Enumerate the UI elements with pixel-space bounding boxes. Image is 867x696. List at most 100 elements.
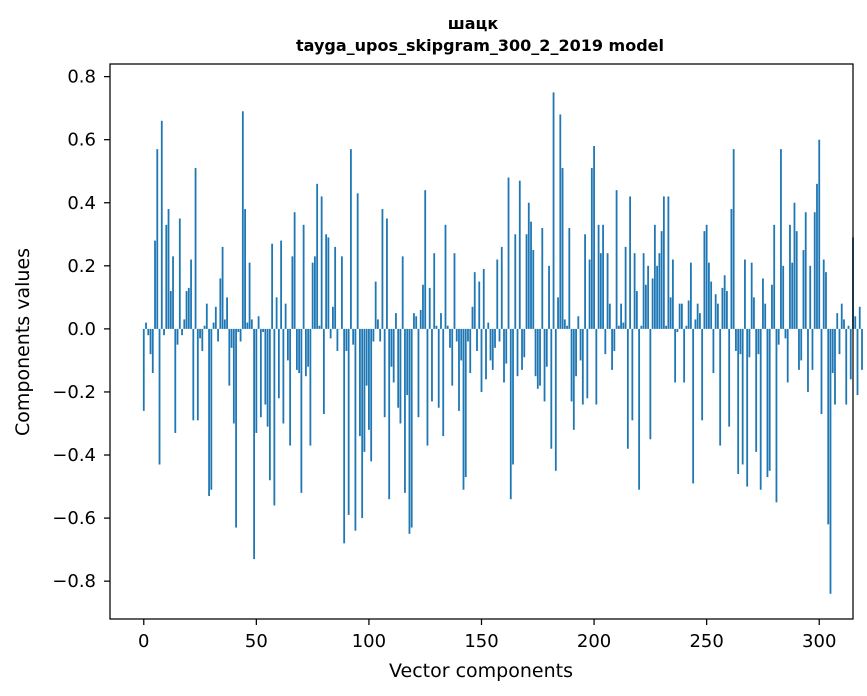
bar (259, 328, 262, 418)
bar (804, 212, 807, 329)
bar (712, 328, 715, 374)
bar (235, 328, 237, 528)
bar (818, 139, 821, 329)
bar (687, 300, 690, 329)
bar (223, 319, 226, 329)
bar (253, 328, 255, 560)
bar (739, 328, 742, 355)
bar (505, 328, 508, 364)
bar (311, 262, 314, 329)
bar (784, 328, 787, 339)
bar (440, 313, 442, 329)
bar (816, 183, 818, 329)
bar (383, 328, 386, 418)
bar (437, 328, 440, 408)
bar (237, 328, 240, 333)
bar (692, 328, 695, 484)
bar (280, 240, 283, 329)
bar (347, 328, 350, 515)
bar (696, 303, 699, 329)
x-axis-label: Vector components (389, 660, 573, 682)
bar (464, 328, 467, 478)
bar (187, 287, 190, 329)
bar (426, 328, 429, 446)
bar (334, 246, 337, 329)
bar (674, 328, 677, 383)
bar (766, 328, 769, 478)
bar (730, 209, 733, 329)
bar (451, 328, 454, 386)
bar (232, 328, 235, 424)
bar (753, 297, 755, 329)
y-tick-label: 0.4 (67, 193, 96, 214)
bar (741, 328, 744, 465)
bar (568, 227, 571, 329)
bar (622, 322, 625, 329)
y-tick-label: −0.2 (52, 382, 96, 403)
bar (419, 309, 422, 329)
bar (780, 149, 782, 329)
bar (343, 328, 346, 544)
bar (388, 328, 391, 500)
bar (395, 313, 397, 329)
x-tick-label: 300 (802, 631, 836, 652)
bar (644, 284, 647, 329)
bar (838, 328, 841, 355)
y-axis-ticks: −0.8 −0.6 −0.4 −0.2 0.0 0.2 0.4 0.6 0.8 (52, 67, 110, 592)
bar (298, 328, 301, 374)
bar (545, 328, 548, 367)
bar (194, 168, 197, 329)
bar (275, 297, 278, 329)
y-tick-label: −0.4 (52, 445, 96, 466)
bar (563, 319, 566, 329)
bar (230, 328, 233, 348)
bar (352, 328, 355, 345)
bar (651, 278, 654, 329)
bar (834, 328, 836, 405)
bar (831, 328, 834, 374)
plot-frame (109, 63, 854, 620)
bar (572, 328, 575, 430)
bar (413, 313, 415, 329)
bar (415, 316, 418, 329)
bar (491, 328, 494, 370)
bar (561, 168, 564, 329)
bar (586, 328, 589, 399)
bar (300, 328, 303, 493)
bar (557, 297, 559, 329)
bar (201, 328, 204, 351)
bar (518, 180, 521, 329)
bar (444, 224, 447, 329)
bar (597, 224, 600, 329)
y-tick-label: −0.8 (52, 571, 96, 592)
bar (431, 328, 433, 402)
bar (719, 328, 722, 446)
bar (435, 325, 438, 329)
bar (156, 149, 159, 329)
bar (356, 193, 359, 329)
bar (404, 328, 406, 493)
bar (313, 256, 316, 329)
bar (332, 306, 334, 329)
bar (467, 328, 469, 342)
bar (500, 246, 503, 329)
bar (748, 328, 751, 358)
bar (726, 291, 728, 329)
bar (750, 262, 753, 329)
bar (615, 190, 618, 329)
bar (309, 328, 312, 446)
bar (755, 328, 758, 452)
x-tick-label: 250 (689, 631, 723, 652)
bar (566, 325, 568, 329)
bar (757, 328, 760, 355)
bar (581, 328, 584, 405)
bar (764, 303, 767, 329)
bar (554, 328, 557, 471)
bar (660, 231, 663, 329)
bar (449, 328, 451, 348)
bar (284, 303, 287, 329)
bar (509, 328, 512, 500)
bar (178, 218, 181, 329)
bar (372, 328, 375, 342)
bar (626, 328, 629, 449)
